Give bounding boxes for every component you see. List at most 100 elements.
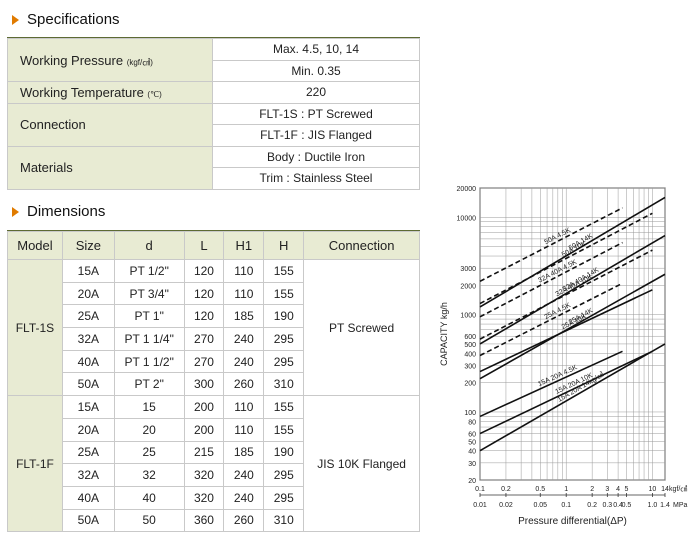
dim-cell: 25A — [61, 440, 115, 465]
dim-cell: 190 — [263, 304, 305, 329]
dim-cell: 295 — [263, 485, 305, 510]
dim-cell: 260 — [223, 508, 265, 533]
dim-cell: PT 1 1/2" — [113, 349, 185, 374]
dim-cell: 155 — [263, 417, 305, 442]
dim-cell: 50A — [61, 508, 115, 533]
spec-row: Min. 0.35 — [8, 59, 420, 82]
dim-cell: 20 — [113, 417, 185, 442]
x-tick-label-kgf: 3 — [605, 486, 609, 493]
triangle-bullet-icon — [12, 14, 19, 25]
x-tick-label-mpa: 0.05 — [533, 502, 547, 509]
dim-cell: 110 — [223, 281, 265, 306]
dim-cell: 185 — [223, 440, 265, 465]
dim-cell: 295 — [263, 327, 305, 351]
dim-cell: 295 — [263, 463, 305, 487]
dim-cell: PT 2" — [113, 372, 185, 397]
dim-cell: 295 — [263, 349, 305, 374]
specifications-heading: Specifications — [12, 11, 120, 28]
series-line — [479, 350, 653, 435]
dim-header-cell: d — [113, 231, 185, 260]
spec-unit: (kgf/㎠) — [126, 57, 153, 67]
y-tick-label: 600 — [464, 334, 476, 341]
dim-cell: 200 — [183, 395, 225, 419]
dim-cell: 120 — [183, 259, 225, 283]
x-tick-label-mpa: 0.02 — [499, 502, 513, 509]
model-cell: FLT-1F — [7, 395, 63, 533]
plot-area — [479, 187, 666, 481]
dim-cell: 40A — [61, 485, 115, 510]
dim-cell: 40A — [61, 349, 115, 374]
spec-unit: (℃) — [147, 89, 162, 99]
dim-cell: 15 — [113, 395, 185, 419]
dim-cell: PT 1/2" — [113, 259, 185, 283]
spec-row: FLT-1F : JIS Flanged — [8, 124, 420, 147]
spec-label: Connection — [7, 102, 213, 147]
model-cell: FLT-1S — [7, 258, 63, 397]
dim-cell: 240 — [223, 327, 265, 351]
table-row: 40A 40 320 240 295 — [8, 485, 420, 510]
spec-row: Working Pressure (kgf/㎠) Max. 4.5, 10, 14 — [7, 38, 420, 82]
x-tick-label-mpa: 1.0 — [648, 502, 658, 509]
dim-cell: 20A — [61, 281, 115, 306]
dim-cell: 190 — [263, 440, 305, 465]
y-tick-label: 1000 — [460, 313, 476, 320]
x-tick-label-mpa: 0.5 — [622, 502, 632, 509]
dim-cell: 120 — [183, 304, 225, 329]
table-row: 25A 25 215 185 190 — [8, 440, 420, 465]
x-tick-label-kgf: 14 — [661, 486, 669, 493]
dimensions-table: Model Size d L H1 H Connection FLT-1S 15A PT 1/2"… — [7, 231, 420, 533]
y-tick-label: 500 — [464, 342, 476, 349]
connection-cell: JIS 10K Flanged — [303, 395, 420, 533]
y-tick-label: 20 — [468, 478, 476, 485]
spec-label-text: Materials — [20, 160, 73, 175]
dim-cell: 240 — [223, 485, 265, 510]
series-line — [479, 207, 623, 283]
dim-cell: 310 — [263, 372, 305, 397]
x-tick-label-mpa: 0.01 — [473, 502, 487, 509]
spec-value: FLT-1S : PT Screwed — [212, 102, 420, 125]
dim-cell: 120 — [183, 281, 225, 306]
spec-label: Materials — [7, 145, 213, 190]
x-tick-label-mpa: 0.4 — [613, 502, 623, 509]
x-tick-label-mpa: 1.4 — [660, 502, 670, 509]
table-row: 20A 20 200 110 155 — [8, 417, 420, 442]
x-tick-label-kgf: 0.1 — [475, 486, 485, 493]
y-tick-label: 30 — [468, 461, 476, 468]
table-row: FLT-1S 15A PT 1/2" 120 110 155 PT Screwed — [7, 258, 420, 397]
dim-cell: PT 1" — [113, 304, 185, 329]
series-line — [479, 234, 666, 345]
x-tick-label-kgf: 2 — [590, 486, 594, 493]
dim-cell: 360 — [183, 508, 225, 533]
dim-header-cell: H1 — [223, 231, 265, 260]
series-line — [479, 350, 623, 418]
series-line — [479, 282, 623, 357]
dim-cell: 200 — [183, 417, 225, 442]
spec-table-rule — [7, 37, 420, 39]
series-line — [479, 196, 666, 308]
dim-cell: 270 — [183, 327, 225, 351]
spec-value: Trim : Stainless Steel — [212, 167, 420, 190]
spec-value: Min. 0.35 — [212, 59, 420, 82]
spec-value: Body : Ductile Iron — [212, 145, 420, 168]
table-row: FLT-1F 15A 15 200 110 155 JIS 10K Flanged — [7, 395, 420, 533]
spec-row: Materials Body : Ductile Iron — [7, 145, 420, 190]
y-tick-label: 40 — [468, 449, 476, 456]
dim-cell: PT 3/4" — [113, 281, 185, 306]
series-line — [479, 343, 666, 452]
y-tick-label: 400 — [464, 351, 476, 358]
series-line — [479, 241, 623, 318]
y-axis-label: CAPACITY kg/h — [439, 302, 449, 366]
spec-label-text: Working Pressure — [20, 52, 127, 68]
spec-label-text: Working Temperature — [20, 84, 148, 100]
dim-cell: 155 — [263, 395, 305, 419]
y-tick-label: 300 — [464, 364, 476, 371]
x-tick-label-kgf: 4 — [616, 486, 620, 493]
dim-cell: 185 — [223, 304, 265, 329]
dim-cell: 32A — [61, 327, 115, 351]
spec-value: Max. 4.5, 10, 14 — [212, 38, 420, 61]
table-row: 50A PT 2" 300 260 310 — [8, 372, 420, 397]
series-line — [479, 273, 666, 380]
dim-cell: 300 — [183, 372, 225, 397]
x-unit-mpa: MPa — [673, 502, 688, 509]
